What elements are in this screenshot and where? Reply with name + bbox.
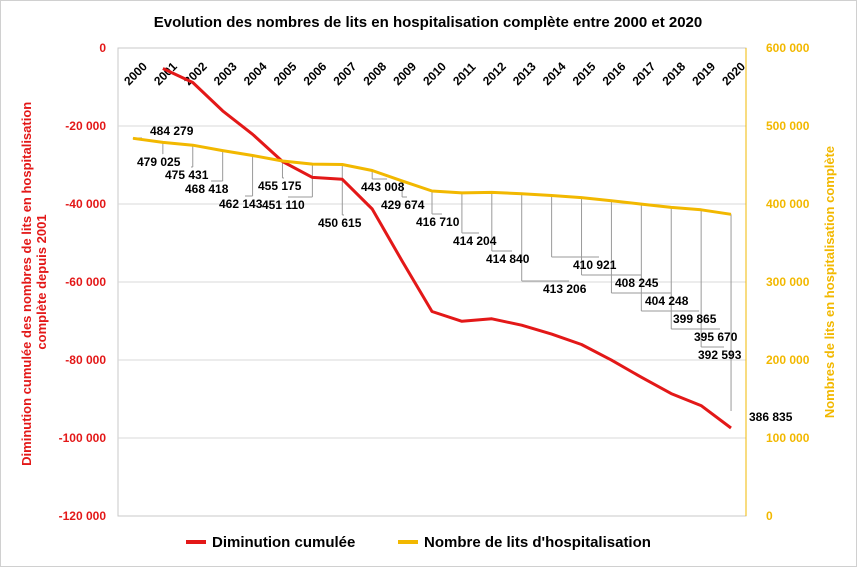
left-axis-ticks: 0 -20 000 -40 000 -60 000 -80 000 -100 000 -12… — [59, 41, 107, 523]
legend-label-nombre-lits: Nombre de lits d'hospitalisation — [424, 534, 651, 551]
data-label: 450 615 — [318, 216, 362, 230]
series-lines — [132, 67, 732, 430]
left-axis-title-line1: Diminution cumulée des nombres de lits e… — [19, 102, 34, 466]
left-axis-title-line2: complète depuis 2001 — [34, 214, 49, 349]
left-axis-title: Diminution cumulée des nombres de lits e… — [19, 98, 49, 466]
series-line-nombre-lits — [132, 136, 732, 216]
right-tick-label: 300 000 — [766, 275, 810, 289]
series-line-diminution — [162, 67, 732, 430]
left-tick-label: -60 000 — [65, 275, 106, 289]
data-label: 395 670 — [694, 330, 738, 344]
data-label: 475 431 — [165, 168, 209, 182]
data-label: 484 279 — [150, 124, 194, 138]
data-label: 392 593 — [698, 348, 742, 362]
legend-label-diminution: Diminution cumulée — [212, 534, 355, 551]
chart-title: Evolution des nombres de lits en hospita… — [154, 14, 703, 31]
data-label: 416 710 — [416, 215, 460, 229]
data-label: 410 921 — [573, 258, 617, 272]
left-tick-label: -40 000 — [65, 197, 106, 211]
data-label: 414 204 — [453, 234, 497, 248]
right-tick-label: 500 000 — [766, 119, 810, 133]
data-label: 479 025 — [137, 155, 181, 169]
right-tick-label: 100 000 — [766, 431, 810, 445]
data-label: 413 206 — [543, 282, 587, 296]
data-label: 468 418 — [185, 182, 229, 196]
data-label: 455 175 — [258, 179, 302, 193]
data-label: 386 835 — [749, 410, 793, 424]
right-tick-label: 600 000 — [766, 41, 810, 55]
right-axis-ticks: 600 000 500 000 400 000 300 000 200 000 100 0… — [745, 41, 810, 523]
left-tick-label: -100 000 — [59, 431, 107, 445]
data-label: 408 245 — [615, 276, 659, 290]
data-label: 451 110 — [262, 198, 305, 212]
right-axis-title: Nombres de lits en hospitalisation compl… — [822, 146, 837, 418]
data-label: 462 143 — [219, 197, 263, 211]
right-tick-label: 200 000 — [766, 353, 810, 367]
data-label: 399 865 — [673, 312, 717, 326]
data-label: 429 674 — [381, 198, 425, 212]
left-tick-label: -120 000 — [59, 509, 107, 523]
left-tick-label: 0 — [99, 41, 106, 55]
right-tick-label: 0 — [766, 509, 773, 523]
legend: Diminution cumulée Nombre de lits d'hosp… — [186, 534, 651, 551]
right-tick-label: 400 000 — [766, 197, 810, 211]
left-tick-label: -80 000 — [65, 353, 106, 367]
left-tick-label: -20 000 — [65, 119, 106, 133]
data-label: 443 008 — [361, 180, 405, 194]
data-label-leader-lines — [132, 137, 732, 411]
data-label: 414 840 — [486, 252, 530, 266]
data-label: 404 248 — [645, 294, 689, 308]
